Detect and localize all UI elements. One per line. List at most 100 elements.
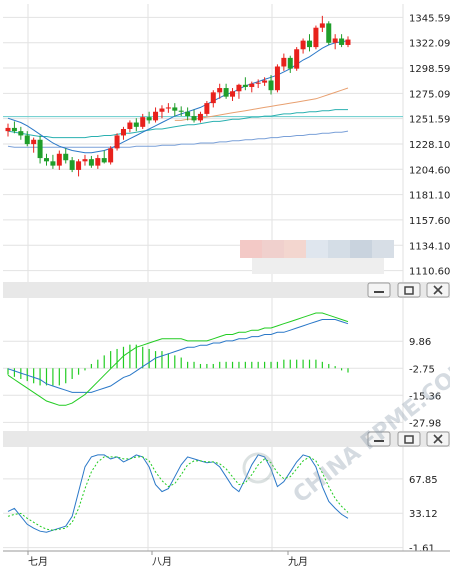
candle xyxy=(108,146,114,165)
close-button[interactable] xyxy=(426,282,450,298)
x-tick-label: 七月 xyxy=(28,556,48,568)
macd-panel: 9.86 -2.75 -15.36 -27.98 xyxy=(3,298,441,431)
candle-body xyxy=(37,139,43,159)
x-axis: 七月 八月 九月 xyxy=(3,550,450,568)
candle-body xyxy=(159,108,165,112)
candle xyxy=(332,34,338,50)
close-button[interactable] xyxy=(426,431,450,447)
candle xyxy=(76,159,82,177)
candle-body xyxy=(82,159,88,162)
candle-body xyxy=(319,23,325,28)
candle xyxy=(18,126,24,140)
x-ticks: 七月 八月 九月 xyxy=(27,551,308,568)
candle-body xyxy=(43,158,49,162)
ma-long-line xyxy=(7,109,348,139)
candle xyxy=(11,121,17,134)
blur-block xyxy=(328,240,350,258)
candle xyxy=(217,83,223,99)
ma-xlong-line xyxy=(7,130,349,148)
candle-body xyxy=(281,57,287,67)
candle-body xyxy=(197,113,203,121)
restore-button[interactable] xyxy=(397,282,421,298)
candle-body xyxy=(69,160,75,170)
candle xyxy=(255,79,261,89)
candle xyxy=(24,131,30,147)
y-tick-label: 1157.60 xyxy=(409,216,450,227)
toolbar-background xyxy=(3,282,450,298)
panel-toolbar-1 xyxy=(3,282,450,298)
macd-dif-line xyxy=(7,312,349,406)
candle xyxy=(56,150,62,170)
candle xyxy=(249,81,255,93)
candle xyxy=(197,111,203,123)
candle xyxy=(319,15,325,33)
candle xyxy=(307,34,313,52)
macd-grid xyxy=(3,298,404,431)
candle-body xyxy=(140,117,146,127)
candle-body xyxy=(262,80,268,83)
price-candles xyxy=(5,15,351,177)
macd-y-ticks: 9.86 -2.75 -15.36 -27.98 xyxy=(409,337,441,429)
candle xyxy=(50,154,56,169)
blur-block xyxy=(318,258,340,274)
kdj-panel: 67.85 33.12 -1.61 xyxy=(3,447,438,555)
restore-button[interactable] xyxy=(397,431,421,447)
x-tick-label: 八月 xyxy=(152,556,172,568)
blur-block xyxy=(306,240,328,258)
candle xyxy=(339,34,345,48)
y-tick-label: 1322.09 xyxy=(409,39,450,50)
candle-body xyxy=(223,88,229,97)
candle xyxy=(204,100,210,117)
minimize-button[interactable] xyxy=(367,431,391,447)
minimize-icon xyxy=(374,440,384,442)
button-frame xyxy=(397,431,421,447)
candle-body xyxy=(108,148,114,163)
candle-body xyxy=(236,84,242,92)
candle xyxy=(313,25,319,50)
candle xyxy=(146,111,152,124)
candle-body xyxy=(127,122,133,129)
candle xyxy=(326,21,332,45)
candle-body xyxy=(339,38,345,45)
blur-block xyxy=(372,240,394,258)
restore-icon xyxy=(404,435,414,444)
candle xyxy=(287,55,293,73)
candle xyxy=(140,113,146,129)
blur-block xyxy=(284,240,306,258)
blur-block xyxy=(296,258,318,274)
candle-body xyxy=(153,111,159,121)
price-y-ticks: 1345.59 1322.09 1298.59 1275.09 1251.59 1228.… xyxy=(409,13,450,277)
candle xyxy=(43,153,49,166)
kdj-lines xyxy=(7,454,349,533)
y-tick-label: -2.75 xyxy=(409,364,435,375)
y-tick-label: 67.85 xyxy=(409,475,438,486)
candle-body xyxy=(133,122,139,127)
button-frame xyxy=(397,282,421,298)
candle xyxy=(210,90,216,108)
candle-body xyxy=(18,131,24,136)
button-frame xyxy=(367,282,391,298)
minimize-button[interactable] xyxy=(367,282,391,298)
close-icon xyxy=(433,434,443,444)
candle xyxy=(178,106,184,117)
candle xyxy=(133,118,139,132)
candle xyxy=(5,123,11,137)
candle xyxy=(95,154,101,169)
candle-body xyxy=(345,39,351,45)
y-tick-label: 1345.59 xyxy=(409,13,450,24)
y-tick-label: -1.61 xyxy=(409,544,435,555)
candle-body xyxy=(249,83,255,87)
candle xyxy=(268,75,274,95)
blur-block xyxy=(350,240,372,258)
candle xyxy=(230,88,236,101)
candle-body xyxy=(294,49,300,69)
panel-toolbar-2 xyxy=(3,431,450,447)
candle-body xyxy=(101,158,107,163)
candle xyxy=(127,120,133,133)
candle xyxy=(242,77,248,91)
candle xyxy=(101,150,107,164)
candle-body xyxy=(172,107,178,111)
macd-histogram xyxy=(7,344,349,386)
candle-body xyxy=(307,40,313,48)
candle xyxy=(37,135,43,164)
